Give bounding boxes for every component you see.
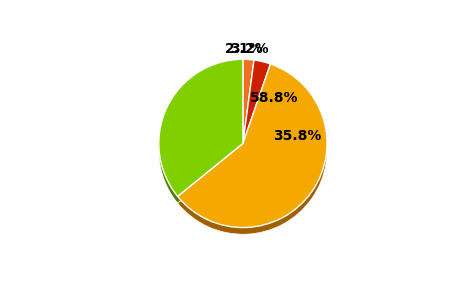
Wedge shape [159, 66, 243, 203]
Wedge shape [243, 56, 255, 143]
Wedge shape [159, 59, 243, 196]
Wedge shape [243, 59, 254, 143]
Wedge shape [178, 71, 327, 234]
Text: 3.2%: 3.2% [230, 42, 268, 57]
Wedge shape [155, 56, 243, 199]
Wedge shape [243, 66, 254, 150]
Text: 58.8%: 58.8% [250, 91, 298, 105]
Text: 35.8%: 35.8% [273, 129, 321, 143]
Text: 2.1%: 2.1% [225, 42, 264, 56]
Wedge shape [243, 57, 272, 143]
Wedge shape [243, 67, 271, 150]
Wedge shape [243, 60, 271, 143]
Wedge shape [175, 61, 330, 231]
Wedge shape [178, 64, 327, 227]
